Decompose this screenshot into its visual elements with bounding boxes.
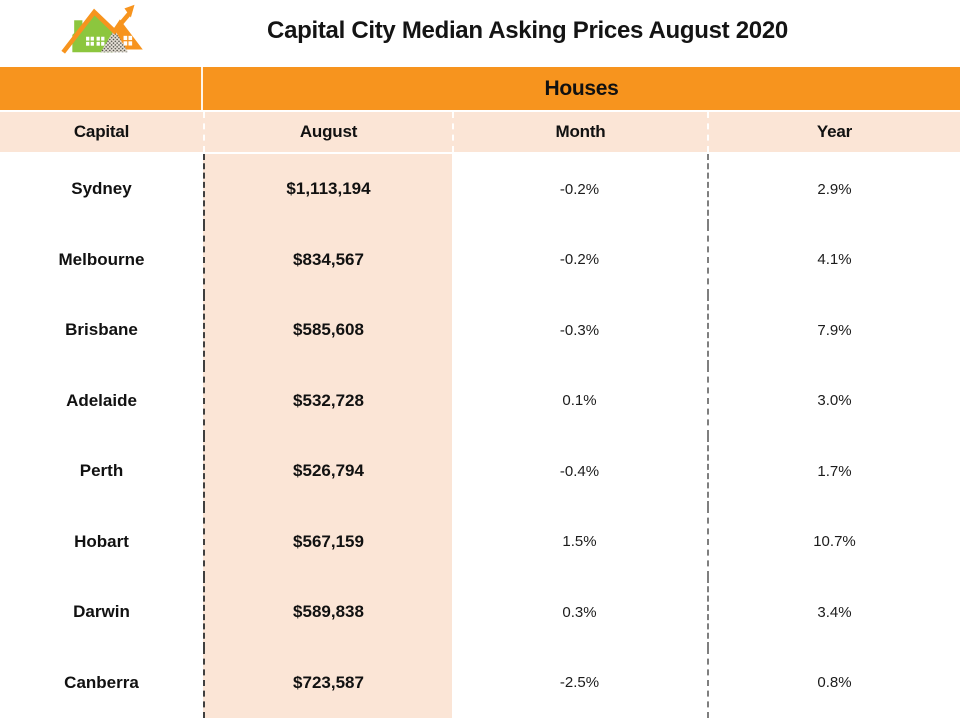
row-divider <box>0 152 960 154</box>
month-change-cell: 0.3% <box>562 603 597 621</box>
capital-cell: Canberra <box>64 672 139 692</box>
table-row-melbourne: Melbourne $834,567 -0.2% 4.1% <box>0 224 960 295</box>
capital-cell: Adelaide <box>66 390 137 410</box>
month-change-cell: -0.2% <box>559 180 600 198</box>
column-header-month: Month <box>452 112 707 152</box>
capital-cell: Hobart <box>74 531 129 551</box>
month-change-cell: -2.5% <box>559 674 600 692</box>
table-row-sydney: Sydney $1,113,194 -0.2% 2.9% <box>0 154 960 225</box>
table-body: Sydney $1,113,194 -0.2% 2.9% Melbourne $… <box>0 154 960 718</box>
group-header-houses: Houses <box>544 76 619 100</box>
table-row-darwin: Darwin $589,838 0.3% 3.4% <box>0 577 960 648</box>
year-change-cell: 0.8% <box>707 647 960 718</box>
table-row-perth: Perth $526,794 -0.4% 1.7% <box>0 436 960 507</box>
month-change-cell: 1.5% <box>562 533 597 551</box>
month-change-cell: 0.1% <box>562 392 597 410</box>
capital-cell: Sydney <box>71 179 132 199</box>
row-divider <box>0 110 960 112</box>
year-change-cell: 10.7% <box>707 506 960 577</box>
august-price-cell: $834,567 <box>203 224 452 295</box>
year-change-cell: 3.4% <box>707 577 960 648</box>
table-row-canberra: Canberra $723,587 -2.5% 0.8% <box>0 647 960 718</box>
august-price-cell: $723,587 <box>203 647 452 718</box>
asking-prices-table: Houses Capital August Month Year Sydney … <box>0 67 960 720</box>
month-change-cell: -0.3% <box>559 321 600 339</box>
year-change-cell: 1.7% <box>707 436 960 507</box>
august-price-cell: $589,838 <box>203 577 452 648</box>
august-price-cell: $567,159 <box>203 506 452 577</box>
capital-cell: Perth <box>79 461 124 481</box>
capital-cell: Brisbane <box>65 320 138 340</box>
column-header-row: Capital August Month Year <box>0 112 960 152</box>
column-header-year: Year <box>707 112 960 152</box>
august-price-cell: $532,728 <box>203 365 452 436</box>
top-header: Capital City Median Asking Prices August… <box>0 0 960 67</box>
august-price-cell: $526,794 <box>203 436 452 507</box>
month-change-cell: -0.4% <box>559 462 600 480</box>
column-header-august: August <box>203 112 452 152</box>
august-price-cell: $585,608 <box>203 295 452 366</box>
year-change-cell: 7.9% <box>707 295 960 366</box>
capital-cell: Darwin <box>73 602 130 622</box>
group-header-row: Houses <box>0 67 960 110</box>
page-title: Capital City Median Asking Prices August… <box>267 17 788 44</box>
table-row-adelaide: Adelaide $532,728 0.1% 3.0% <box>0 365 960 436</box>
august-price-cell: $1,113,194 <box>203 154 452 225</box>
year-change-cell: 3.0% <box>707 365 960 436</box>
year-change-cell: 2.9% <box>707 154 960 225</box>
year-change-cell: 4.1% <box>707 224 960 295</box>
houses-growth-logo-icon <box>61 4 143 54</box>
column-header-capital: Capital <box>73 122 130 141</box>
table-row-hobart: Hobart $567,159 1.5% 10.7% <box>0 506 960 577</box>
group-header-empty-cell <box>0 67 203 110</box>
table-row-brisbane: Brisbane $585,608 -0.3% 7.9% <box>0 295 960 366</box>
capital-cell: Melbourne <box>58 249 145 269</box>
month-change-cell: -0.2% <box>559 251 600 269</box>
